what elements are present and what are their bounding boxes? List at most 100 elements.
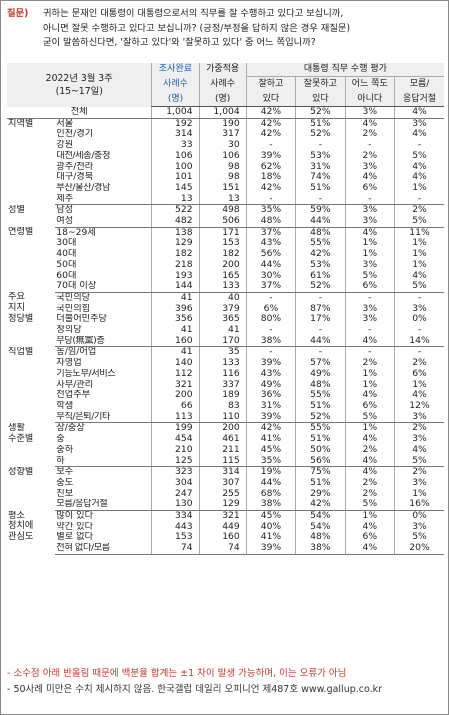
pct-unknown: 2% [394,466,444,478]
pct-unknown: 2% [394,358,444,369]
group-label: 평소 정치에 관심도 [8,510,34,542]
pct-neither: 3% [344,259,395,271]
pct-unknown: 0% [394,510,444,522]
pct-disapprove: 51% [295,118,346,130]
pct-neither: - [344,325,395,336]
pct-approve: 41% [245,434,296,445]
pct-approve: 19% [245,466,296,478]
row-label: 60대 [56,270,77,281]
table-row: 여성 482 506 48% 44% 3% 5% [7,216,444,228]
table-row: 연령별 18~29세 138 171 37% 48% 4% 11% [7,227,444,239]
row-label: 중도 [56,477,74,488]
pct-approve: 30% [245,270,296,282]
sample-n: 356 [151,314,200,326]
row-label: 대구/경북 [56,172,94,183]
row-label: 무당(無黨)층 [55,335,152,348]
row-label: 별로 없다 [56,532,94,543]
table-row: 주요 지지 정당별 국민의당 41 40- - - - [7,292,444,324]
pct-unknown: 3% [394,411,444,424]
table-row: 정의당 41 41- - - - [7,325,444,336]
table-row: 사무/관리 321 337 49% 48% 1% 1% [7,379,444,391]
table-row: 진보 247 255 68% 29% 2% 1% [7,488,444,500]
pct-neither: 6% [344,182,395,194]
pct-unknown: 6% [394,368,444,380]
pct-approve: 37% [245,227,296,239]
pct-neither: 1% [344,379,395,391]
pct-approve: 45% [245,510,296,522]
pct-disapprove: 17% [295,314,346,326]
pct-approve: 35% [245,455,296,468]
sample-n: 192 [151,118,200,130]
table-row: 전혀 없다/모름 74 74 39% 38% 4% 20% [7,543,444,555]
pct-approve: 39% [245,411,296,424]
pct-approve: 62% [245,161,296,173]
pct-unknown: 5% [394,150,444,162]
pct-disapprove: - [295,325,346,336]
pct-disapprove: 51% [295,434,346,445]
weighted-n: 449 [198,521,247,533]
pct-approve: 45% [245,444,296,456]
weighted-n: 98 [198,161,247,173]
pct-disapprove: 42% [295,249,346,260]
weighted-n: 317 [198,129,247,141]
pct-approve: 43% [245,238,296,250]
weighted-n: 379 [198,303,247,315]
row-label: 50대 [56,259,77,270]
pct-approve: 48% [245,216,296,228]
table-row: 모름/응답거절 130 129 38% 42% 5% 16% [7,499,444,512]
table-row: 인천/경기 314 317 42% 52% 2% 4% [7,129,444,141]
pct-disapprove: 57% [295,358,346,369]
pct-disapprove: 53% [295,150,346,162]
pct-neither: 2% [344,488,395,500]
sample-n: 443 [151,521,200,533]
sample-n: 522 [151,204,200,217]
pct-neither: 6% [344,281,395,293]
sample-n: 247 [151,488,200,500]
pct-approve: 42% [245,182,296,194]
sample-n: 218 [151,259,200,271]
pct-approve: 80% [245,314,296,326]
pct-neither: 1% [344,238,395,250]
pct-unknown: - [394,325,444,336]
pct-neither: 4% [344,227,395,239]
sample-n: 113 [151,411,200,424]
pct-disapprove: 48% [295,227,346,239]
pct-disapprove: 51% [295,477,346,489]
pct-unknown: 3% [394,521,444,533]
pct-neither: 4% [344,521,395,533]
pct-unknown: - [394,292,444,304]
weighted-n: 182 [198,249,247,260]
pct-unknown: 4% [394,444,444,456]
weighted-n: 153 [198,238,247,250]
sample-n: 125 [151,455,200,468]
weighted-n: 98 [198,172,247,183]
pct-neither: - [344,292,395,304]
pct-neither: 5% [344,270,395,282]
table-row: 전업주부 200 189 36% 55% 4% 4% [7,390,444,401]
table-row: 중하 210 211 45% 50% 2% 4% [7,444,444,456]
pct-approve: 6% [245,303,296,315]
row-label: 진보 [56,488,74,499]
rating-col-disapprove-bottom: 있다 [295,92,346,107]
weighted-n: 314 [198,466,247,478]
weighted-n: 461 [198,434,247,445]
pct-unknown: 16% [394,499,444,512]
pct-neither: 4% [344,172,395,183]
pct-unknown: 1% [394,238,444,250]
pct-unknown: 2% [394,204,444,217]
pct-disapprove: 52% [295,411,346,424]
pct-neither: 2% [344,150,395,162]
pct-approve: 18% [245,172,296,183]
pct-unknown: 4% [394,129,444,141]
sample-header-unit: (명) [151,92,200,107]
pct-neither: 1% [344,249,395,260]
row-label: 여성 [55,216,152,228]
weighted-n: 133 [198,358,247,369]
pct-neither: 6% [344,400,395,412]
pct-disapprove: 44% [295,335,346,348]
group-label: 성별 [8,204,25,215]
table-row: 대전/세종/충청 106 106 39% 53% 2% 5% [7,150,444,162]
group-label: 직업별 [8,346,34,357]
sample-n: 66 [151,400,200,412]
table-row: 더불어민주당 356 365 80% 17% 3% 0% [7,314,444,326]
